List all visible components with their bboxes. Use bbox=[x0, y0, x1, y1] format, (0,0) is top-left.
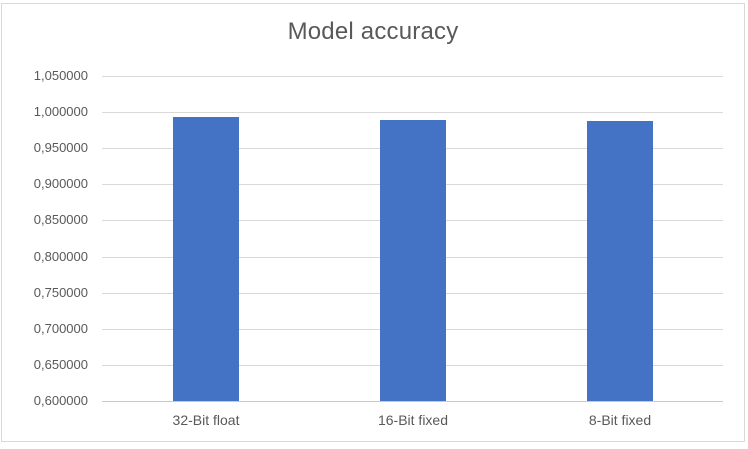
x-category-label: 8-Bit fixed bbox=[588, 412, 652, 428]
bar-16-bit-fixed bbox=[380, 120, 446, 401]
y-tick-label: 0,700000 bbox=[33, 320, 88, 336]
bar-32-bit-float bbox=[173, 117, 239, 401]
y-tick-label: 1,050000 bbox=[33, 68, 88, 83]
y-tick-label: 0,900000 bbox=[33, 176, 88, 192]
x-axis-line bbox=[102, 401, 723, 402]
y-tick-label: 0,750000 bbox=[33, 284, 88, 300]
y-tick-label: 1,000000 bbox=[33, 104, 88, 120]
x-category-label: 32-Bit float bbox=[172, 412, 240, 428]
y-tick-label: 0,600000 bbox=[33, 393, 88, 408]
gridline bbox=[102, 112, 723, 113]
chart-title: Model accuracy bbox=[287, 18, 459, 45]
x-category-label: 16-Bit fixed bbox=[377, 412, 449, 428]
y-tick-label: 0,800000 bbox=[33, 248, 88, 264]
bar-8-bit-fixed bbox=[587, 121, 653, 401]
y-tick-label: 0,950000 bbox=[33, 140, 88, 156]
y-tick-label: 0,650000 bbox=[33, 356, 88, 372]
plot-area bbox=[102, 76, 723, 402]
gridline bbox=[102, 76, 723, 77]
y-tick-label: 0,850000 bbox=[33, 212, 88, 228]
